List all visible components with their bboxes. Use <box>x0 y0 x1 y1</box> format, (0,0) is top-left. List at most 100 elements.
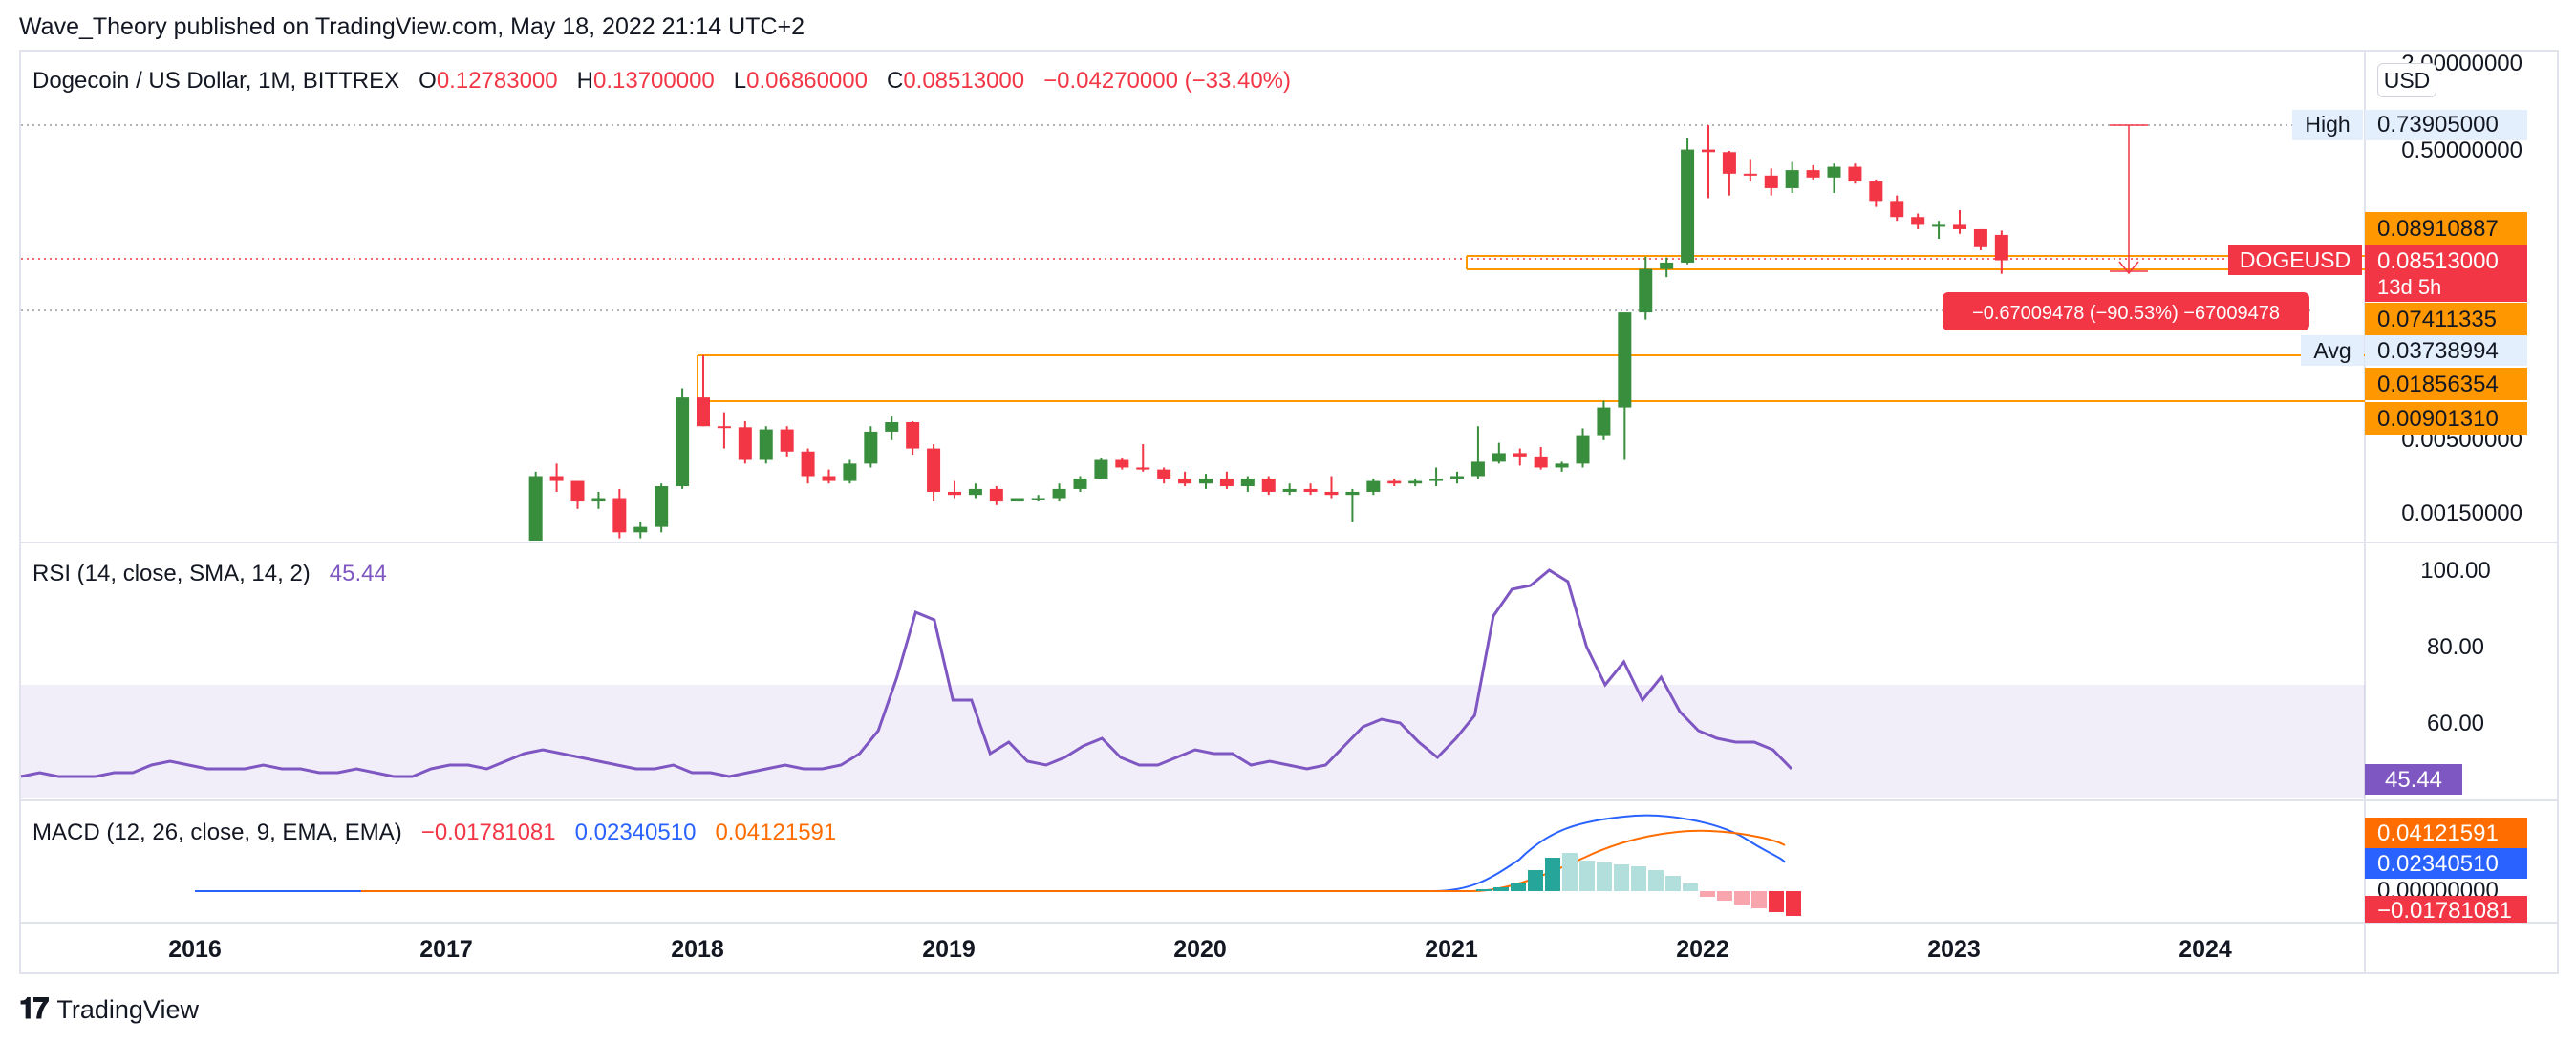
macd-histogram-bar <box>1717 891 1732 901</box>
candle <box>1324 491 1339 496</box>
chart-frame <box>19 50 2559 974</box>
low-label: L <box>733 68 747 94</box>
candle <box>528 476 543 541</box>
candle <box>1513 453 1527 457</box>
time-tick-label: 2018 <box>671 936 724 963</box>
macd-hist-box <box>2365 896 2527 923</box>
macd-label: MACD (12, 26, close, 9, EMA, EMA) <box>32 820 402 845</box>
candle <box>1911 217 1925 225</box>
level-value-box <box>2365 402 2527 435</box>
candle <box>1345 491 1360 496</box>
candle <box>633 526 648 533</box>
macd-histogram-bar <box>1597 862 1612 891</box>
candle <box>1157 469 1171 479</box>
high-label: H <box>576 68 593 94</box>
candle <box>1115 459 1129 468</box>
high-value: 0.73905000 <box>2377 112 2499 138</box>
candle <box>1450 476 1464 479</box>
candle <box>1136 467 1150 470</box>
current-price-value: 0.08513000 <box>2377 248 2499 274</box>
candle <box>1869 181 1883 202</box>
candle <box>717 426 731 429</box>
price-tick-label: 0.00150000 <box>2401 500 2522 526</box>
macd-signal-box <box>2365 818 2527 848</box>
rsi-tick-label: 80.00 <box>2427 634 2484 660</box>
candle <box>1073 478 1087 489</box>
measure-label: −0.67009478 (−90.53%) −67009478 <box>1972 303 2280 324</box>
candle <box>1219 478 1234 487</box>
candle <box>1492 453 1506 462</box>
macd-histogram-bar <box>1614 864 1629 891</box>
candle <box>989 488 1003 502</box>
rsi-label: RSI (14, close, SMA, 14, 2) <box>32 561 311 586</box>
candle <box>780 429 794 452</box>
measure-arrowhead <box>2118 261 2139 275</box>
candle <box>1660 262 1674 269</box>
time-tick-label: 2019 <box>922 936 976 963</box>
candle <box>1702 149 1715 153</box>
level-value-box <box>2365 368 2527 400</box>
candle <box>1597 407 1611 436</box>
candle <box>1639 268 1653 313</box>
candle <box>591 498 606 502</box>
candle <box>1555 463 1569 468</box>
candle <box>1282 488 1297 492</box>
tradingview-brand[interactable]: 𝟏𝟕 TradingView <box>19 993 199 1026</box>
time-tick-label: 2021 <box>1425 936 1478 963</box>
candle <box>1618 312 1632 408</box>
macd-histogram-bar <box>1665 876 1681 891</box>
candle <box>864 431 878 464</box>
candle <box>549 476 564 481</box>
symbol-label: Dogecoin / US Dollar, 1M, BITTREX <box>32 68 400 94</box>
candle <box>1848 166 1862 182</box>
candle <box>655 486 669 527</box>
macd-line-box <box>2365 848 2527 879</box>
change-value: −0.04270000 (−33.40%) <box>1043 68 1292 94</box>
level-value-box <box>2365 303 2527 335</box>
publisher-line: Wave_Theory published on TradingView.com… <box>19 13 805 40</box>
candle <box>968 488 982 496</box>
symbol-tag-box <box>2228 245 2362 275</box>
macd-histogram-bar <box>1528 870 1543 891</box>
candle <box>1470 461 1485 477</box>
currency-button[interactable]: USD <box>2377 63 2436 97</box>
candle <box>1010 498 1024 502</box>
macd-hist-value: −0.01781081 <box>420 820 556 845</box>
close-label: C <box>886 68 904 94</box>
countdown-label: 13d 5h <box>2377 275 2441 299</box>
candle <box>1366 480 1381 492</box>
candle <box>1806 170 1820 178</box>
high-tag-label: High <box>2305 112 2350 137</box>
avg-value-box <box>2365 335 2527 366</box>
measure-label-box <box>1943 292 2309 330</box>
candle <box>738 427 752 460</box>
macd-line <box>361 814 1786 892</box>
time-tick-label: 2020 <box>1173 936 1227 963</box>
candle <box>906 421 920 449</box>
high-value: 0.13700000 <box>592 68 715 94</box>
candle <box>822 476 836 481</box>
candle <box>1722 152 1736 174</box>
macd-histogram-bar <box>1579 861 1595 891</box>
macd-tick-label: 0.02340510 <box>2377 851 2499 877</box>
level-value-box <box>2365 212 2527 245</box>
candle <box>697 397 710 427</box>
macd-histogram-bar <box>1769 891 1784 912</box>
macd-histogram-bar <box>1648 870 1664 891</box>
time-tick-label: 2023 <box>1927 936 1981 963</box>
low-value: 0.06860000 <box>746 68 868 94</box>
macd-tick-label: 0.04121591 <box>2377 820 2499 846</box>
macd-histogram-bar <box>1631 866 1646 891</box>
candle <box>612 498 627 533</box>
open-label: O <box>419 68 437 94</box>
candle <box>1973 228 1987 247</box>
candle <box>1261 478 1276 492</box>
price-legend: Dogecoin / US Dollar, 1M, BITTREX O0.127… <box>32 68 1291 95</box>
high-value-box <box>2365 110 2527 140</box>
candle <box>1408 480 1423 484</box>
rsi-value: 45.44 <box>329 561 387 586</box>
macd-histogram-bar <box>1683 883 1698 891</box>
candle <box>1576 435 1590 464</box>
level-value: 0.08910887 <box>2377 216 2499 242</box>
